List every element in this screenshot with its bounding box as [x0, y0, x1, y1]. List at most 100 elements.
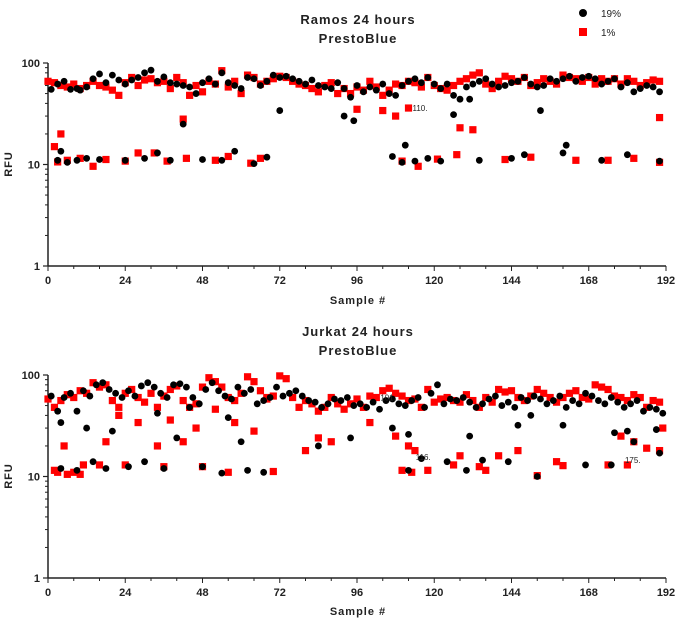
data-point	[166, 79, 174, 87]
data-point	[437, 395, 445, 403]
data-point	[353, 395, 361, 403]
data-point	[472, 403, 480, 411]
data-point	[166, 84, 174, 93]
data-point	[449, 81, 458, 90]
data-point	[533, 473, 541, 480]
data-point	[125, 387, 132, 395]
data-point	[456, 77, 464, 85]
data-point	[401, 402, 409, 409]
data-point	[405, 77, 412, 85]
data-point	[437, 85, 445, 92]
data-point	[508, 79, 515, 87]
data-point	[369, 398, 377, 406]
data-point	[462, 75, 471, 83]
data-point	[610, 392, 619, 400]
data-point	[60, 77, 68, 85]
data-point	[443, 86, 451, 94]
data-point	[92, 381, 100, 389]
data-point	[327, 85, 335, 92]
data-point	[89, 162, 97, 170]
data-point	[199, 79, 206, 87]
data-point	[540, 389, 548, 397]
data-point	[105, 386, 113, 393]
data-point	[623, 79, 631, 87]
data-point	[321, 83, 329, 91]
data-point	[134, 81, 142, 90]
data-point	[453, 397, 461, 404]
data-point	[417, 83, 425, 91]
data-point	[47, 85, 55, 93]
data-point	[211, 80, 219, 88]
data-point	[269, 392, 277, 400]
data-point	[89, 75, 97, 83]
data-point	[308, 400, 316, 408]
data-point	[253, 400, 261, 408]
data-point	[163, 394, 171, 401]
data-point	[546, 393, 554, 402]
data-point	[224, 414, 232, 422]
data-point	[208, 379, 216, 387]
data-point	[224, 79, 232, 87]
data-point	[607, 394, 615, 401]
data-point	[630, 391, 638, 399]
data-point	[269, 71, 277, 79]
data-point	[115, 403, 123, 411]
data-point	[453, 151, 461, 159]
data-point	[118, 394, 126, 401]
data-point	[398, 158, 406, 166]
data-point	[237, 85, 245, 92]
annotations: 101. 116. 175.	[380, 394, 640, 466]
data-point	[189, 394, 197, 401]
jurkat-chart: Jurkat 24 hours PrestoBlue Sample # RFU …	[3, 324, 675, 618]
data-point	[417, 79, 425, 87]
x-tick-label: 120	[425, 275, 443, 287]
data-point	[598, 75, 606, 83]
tick-labels: 0 24 48 72 96 120 144 168 192 1 10 100	[22, 370, 676, 599]
data-point	[147, 75, 155, 83]
data-point	[263, 395, 271, 403]
data-point	[186, 83, 194, 91]
data-point	[398, 82, 406, 89]
data-point	[537, 107, 544, 114]
data-point	[50, 79, 59, 87]
data-point	[433, 155, 442, 163]
data-point	[501, 155, 509, 164]
data-point	[234, 383, 242, 391]
data-point	[160, 73, 168, 81]
data-point	[578, 77, 586, 85]
data-point	[166, 385, 174, 394]
data-point	[273, 383, 280, 391]
data-point	[301, 446, 310, 455]
data-point	[559, 71, 567, 79]
y-tick-label: 1	[34, 573, 40, 585]
data-point	[166, 156, 174, 164]
data-point	[318, 403, 325, 411]
data-point	[382, 397, 390, 404]
data-point	[179, 115, 187, 123]
data-point	[392, 91, 400, 99]
data-point	[150, 383, 158, 391]
data-point	[237, 89, 245, 98]
data-point	[346, 89, 355, 98]
data-point	[623, 75, 631, 83]
data-points	[44, 372, 667, 480]
x-tick-label: 168	[580, 587, 598, 599]
data-point	[501, 72, 509, 80]
data-point	[366, 392, 374, 400]
data-point	[73, 156, 81, 164]
data-point	[63, 391, 71, 399]
data-point	[376, 405, 383, 413]
data-point	[292, 387, 300, 395]
data-point	[347, 93, 354, 101]
data-point	[414, 162, 422, 170]
point-annotation: 101.	[380, 394, 396, 403]
data-point	[656, 449, 663, 457]
data-point	[469, 126, 477, 134]
data-point	[379, 91, 387, 99]
data-point	[308, 76, 316, 84]
y-tick-label: 100	[22, 370, 40, 382]
data-point	[240, 389, 248, 397]
data-point	[282, 72, 290, 80]
data-point	[340, 85, 348, 92]
data-point	[205, 75, 213, 83]
